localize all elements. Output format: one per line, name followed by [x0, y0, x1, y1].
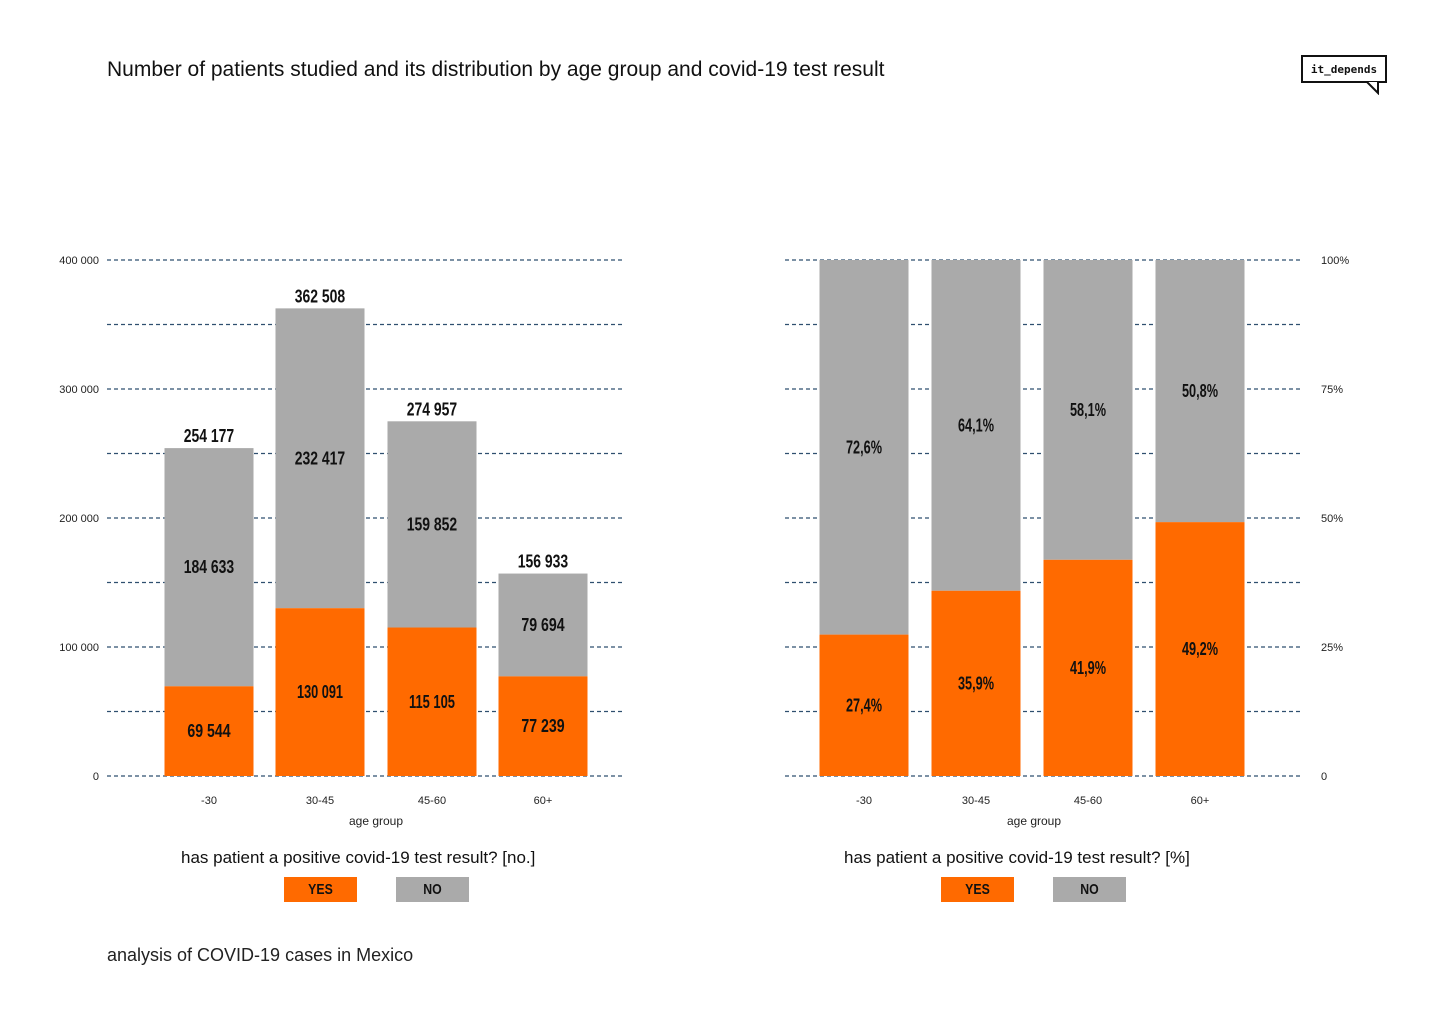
x-tick-label: 30-45	[306, 795, 334, 807]
logo-speech-tail	[1365, 81, 1379, 95]
total-label: 254 177	[184, 426, 234, 446]
bar-no	[498, 573, 588, 677]
y-tick-label: 0	[1321, 771, 1327, 783]
legend-left-yes-label: YES	[308, 881, 333, 898]
data-label-no: 232 417	[295, 448, 345, 468]
bar-yes	[819, 634, 909, 776]
bar-yes	[931, 590, 1021, 776]
data-label-yes: 69 544	[187, 721, 230, 741]
legend-right-yes: YES	[941, 877, 1014, 902]
brand-logo: it_depends	[1301, 55, 1387, 83]
y-tick-label: 25%	[1321, 642, 1343, 654]
bar-yes	[275, 608, 365, 776]
data-label-yes: 49,2%	[1182, 639, 1218, 659]
bar-no	[819, 260, 909, 635]
data-label-yes: 41,9%	[1070, 658, 1106, 678]
x-tick-label: 45-60	[418, 795, 446, 807]
data-label-yes: 115 105	[409, 692, 455, 712]
bar-no	[1043, 260, 1133, 560]
total-label: 156 933	[518, 552, 568, 572]
bar-no	[1155, 260, 1245, 523]
y-tick-label: 400 000	[59, 255, 99, 267]
x-tick-label: 60+	[1191, 795, 1210, 807]
bar-no	[931, 260, 1021, 591]
data-label-no: 50,8%	[1182, 381, 1218, 401]
legend-left-no: NO	[396, 877, 469, 902]
bar-no	[275, 308, 365, 609]
page-title: Number of patients studied and its distr…	[107, 58, 885, 81]
x-axis-label: age group	[349, 814, 403, 828]
data-label-yes: 27,4%	[846, 695, 882, 715]
bar-yes	[387, 627, 477, 776]
data-label-no: 184 633	[184, 557, 234, 577]
data-label-no: 58,1%	[1070, 400, 1106, 420]
legend-right-yes-label: YES	[965, 881, 990, 898]
x-tick-label: 30-45	[962, 795, 990, 807]
data-label-no: 159 852	[407, 514, 457, 534]
y-tick-label: 300 000	[59, 384, 99, 396]
total-label: 274 957	[407, 399, 457, 419]
x-axis-label: age group	[1007, 814, 1061, 828]
bar-yes	[164, 686, 254, 776]
y-tick-label: 100 000	[59, 642, 99, 654]
y-tick-label: 50%	[1321, 513, 1343, 525]
legend-left-title: has patient a positive covid-19 test res…	[181, 848, 536, 867]
data-label-yes: 130 091	[297, 682, 343, 702]
x-tick-label: -30	[856, 795, 872, 807]
legend-right-no-label: NO	[1080, 881, 1099, 898]
data-label-yes: 77 239	[521, 716, 564, 736]
total-label: 362 508	[295, 286, 345, 306]
y-tick-label: 75%	[1321, 384, 1343, 396]
y-tick-label: 100%	[1321, 255, 1349, 267]
legend-right-no: NO	[1053, 877, 1126, 902]
footer-caption: analysis of COVID-19 cases in Mexico	[107, 945, 414, 965]
bar-yes	[1043, 559, 1133, 776]
y-tick-label: 200 000	[59, 513, 99, 525]
x-tick-label: 45-60	[1074, 795, 1102, 807]
data-label-no: 79 694	[521, 615, 564, 635]
data-label-no: 64,1%	[958, 415, 994, 435]
legend-left-no-label: NO	[423, 881, 442, 898]
bar-no	[164, 448, 254, 687]
bar-yes	[1155, 522, 1245, 776]
bar-yes	[498, 676, 588, 776]
legend-right-title: has patient a positive covid-19 test res…	[844, 848, 1190, 867]
legend-left-yes: YES	[284, 877, 357, 902]
y-tick-label: 0	[93, 771, 99, 783]
data-label-yes: 35,9%	[958, 673, 994, 693]
data-label-no: 72,6%	[846, 437, 882, 457]
x-tick-label: -30	[201, 795, 217, 807]
x-tick-label: 60+	[534, 795, 553, 807]
bar-no	[387, 421, 477, 628]
